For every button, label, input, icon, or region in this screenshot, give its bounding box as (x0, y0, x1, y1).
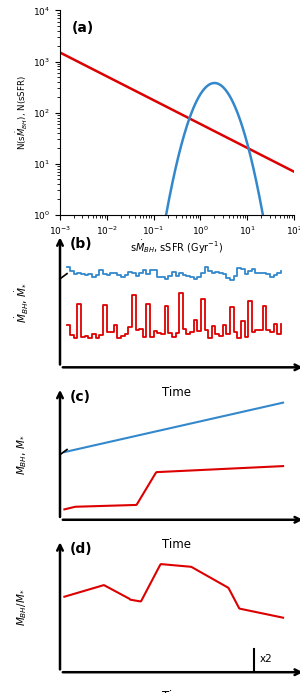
Text: $M_{BH}/M_{*}$: $M_{BH}/M_{*}$ (16, 588, 29, 626)
Text: (d): (d) (69, 542, 92, 556)
Text: (c): (c) (69, 389, 90, 403)
Text: x2: x2 (260, 654, 273, 664)
Text: $\dot{M}_{BH}$, $\dot{M}_{*}$: $\dot{M}_{BH}$, $\dot{M}_{*}$ (14, 282, 31, 323)
X-axis label: s$\dot{M}_{BH}$, sSFR (Gyr$^{-1}$): s$\dot{M}_{BH}$, sSFR (Gyr$^{-1}$) (130, 238, 224, 256)
Text: (a): (a) (72, 21, 94, 35)
Text: Time: Time (163, 690, 191, 693)
Text: Time: Time (163, 385, 191, 398)
Text: $M_{BH}$, $M_{*}$: $M_{BH}$, $M_{*}$ (16, 435, 29, 475)
Text: (b): (b) (69, 237, 92, 251)
Y-axis label: N(s$\dot{M}_{BH}$), N(sSFR): N(s$\dot{M}_{BH}$), N(sSFR) (15, 75, 30, 150)
Text: Time: Time (163, 538, 191, 551)
